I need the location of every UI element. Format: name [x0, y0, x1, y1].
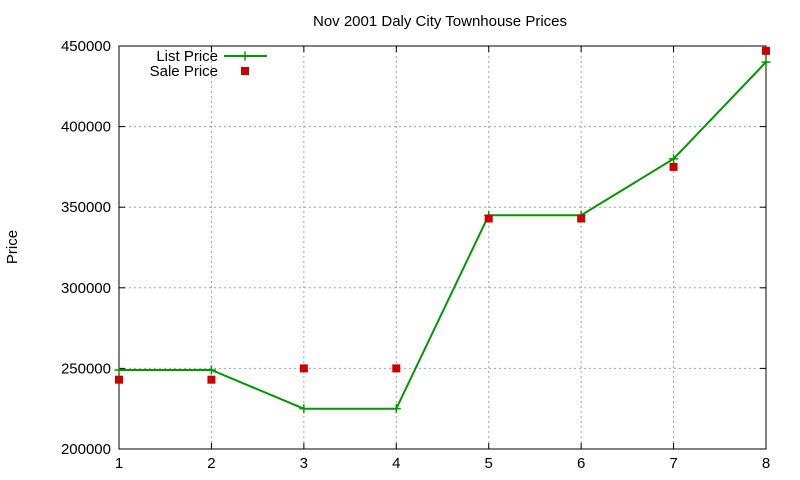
series-1	[115, 46, 770, 384]
x-tick-label: 1	[115, 455, 123, 472]
data-point	[207, 375, 216, 384]
x-tick-label: 2	[207, 455, 215, 472]
chart-title: Nov 2001 Daly City Townhouse Prices	[313, 13, 567, 30]
y-tick-label: 200000	[61, 441, 111, 458]
x-tick-label: 5	[485, 455, 493, 472]
series-line	[119, 61, 767, 410]
x-tick-label: 3	[300, 455, 308, 472]
data-point	[206, 365, 216, 375]
legend-swatch-marker	[241, 67, 249, 75]
axes: 1 2 3 4 5 6 7 8 200000 250000 300000 350000 400000 45…	[61, 38, 770, 472]
x-tick-label: 7	[669, 455, 677, 472]
legend-label: Sale Price	[150, 63, 218, 80]
x-tick-label: 6	[577, 455, 585, 472]
data-point	[392, 364, 401, 373]
y-axis-label: Price	[4, 230, 21, 264]
x-tick-label: 4	[392, 455, 400, 472]
legend-item: List Price	[156, 48, 267, 65]
x-tick-label: 8	[762, 455, 770, 472]
y-tick-label: 350000	[61, 199, 111, 216]
legend-label: List Price	[156, 48, 218, 65]
data-point	[762, 46, 770, 55]
y-tick-label: 300000	[61, 280, 111, 297]
data-point	[299, 404, 309, 414]
data-point	[299, 364, 308, 373]
data-point	[669, 154, 679, 164]
data-point	[391, 404, 401, 414]
data-point	[669, 162, 678, 171]
data-point	[115, 375, 123, 384]
legend-swatch-marker	[240, 51, 250, 61]
series	[114, 46, 771, 414]
data-point	[114, 365, 124, 375]
data-point	[484, 214, 493, 223]
y-tick-label: 250000	[61, 360, 111, 377]
legend-item: Sale Price	[150, 63, 249, 80]
series-0	[114, 57, 771, 414]
data-point	[577, 214, 586, 223]
y-tick-label: 400000	[61, 119, 111, 136]
grid	[119, 46, 766, 449]
data-point	[761, 57, 771, 67]
y-tick-label: 450000	[61, 38, 111, 55]
plot-frame	[118, 45, 767, 450]
